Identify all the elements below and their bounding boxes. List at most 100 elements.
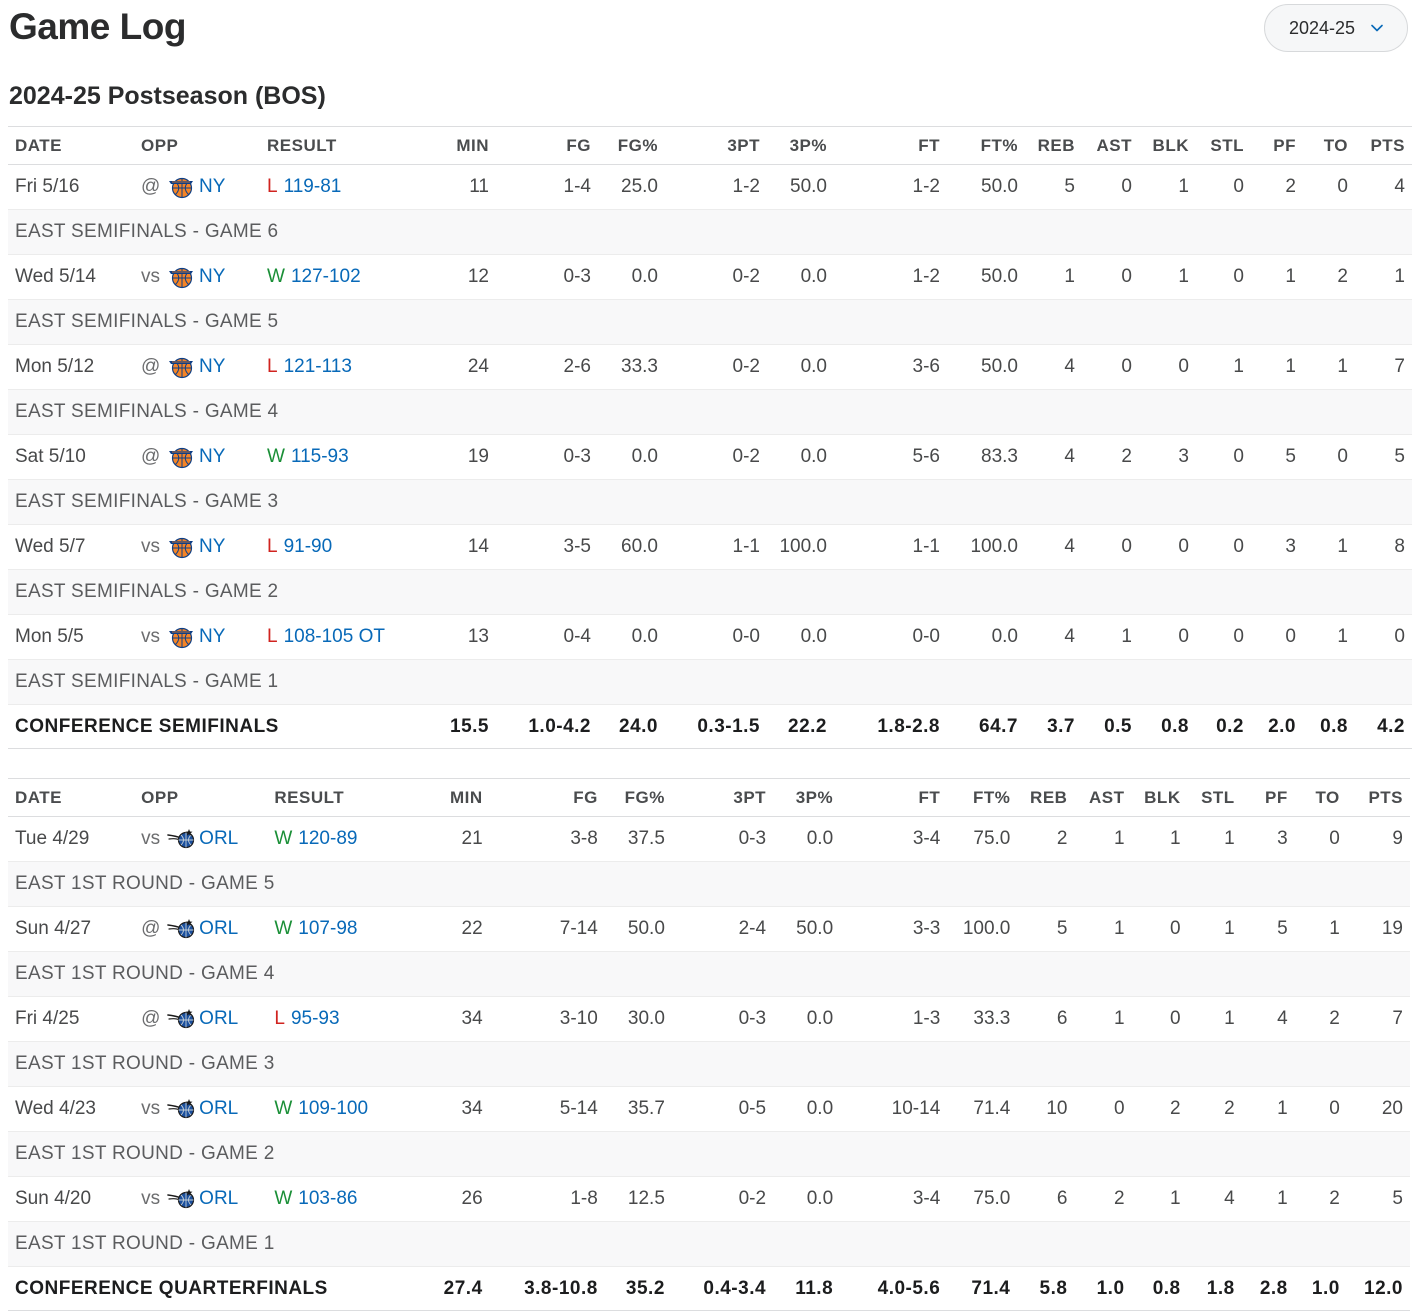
- stat-blk: 0: [1139, 524, 1196, 570]
- game-note: EAST 1ST ROUND - GAME 2: [8, 1131, 1410, 1177]
- stat-threep-pct: 0.0: [773, 816, 841, 862]
- opponent-link[interactable]: NY: [199, 536, 226, 558]
- stat-ft: 1-2: [834, 254, 947, 300]
- avg-ft: 1.8-2.8: [834, 704, 947, 749]
- knicks-logo-icon: [169, 627, 193, 649]
- column-header-3p-pct: 3P%: [773, 778, 841, 817]
- game-note: EAST SEMIFINALS - GAME 5: [8, 299, 1412, 345]
- stat-threep-pct: 0.0: [773, 996, 841, 1042]
- opponent-link[interactable]: ORL: [199, 828, 239, 850]
- stat-to: 0: [1294, 816, 1347, 862]
- stat-min: 12: [400, 254, 496, 300]
- game-note: EAST 1ST ROUND - GAME 3: [8, 1041, 1410, 1087]
- column-header-blk: BLK: [1131, 778, 1188, 817]
- game-score-link[interactable]: 119-81: [283, 176, 342, 197]
- avg-reb: 5.8: [1017, 1266, 1075, 1311]
- game-note: EAST SEMIFINALS - GAME 1: [8, 659, 1412, 705]
- stat-threep-pct: 100.0: [767, 524, 834, 570]
- stat-fg-pct: 0.0: [598, 254, 665, 300]
- stat-pf: 4: [1241, 996, 1295, 1042]
- game-note: EAST 1ST ROUND - GAME 5: [8, 861, 1410, 907]
- stat-ast: 1: [1074, 906, 1132, 952]
- game-score-link[interactable]: 107-98: [298, 918, 358, 939]
- venue-indicator: @: [141, 446, 161, 468]
- stat-fg-pct: 33.3: [598, 344, 665, 390]
- column-header-fg: FG: [489, 778, 605, 817]
- game-date: Wed 5/14: [8, 254, 134, 300]
- stat-fg: 3-10: [489, 996, 605, 1042]
- game-row: Mon 5/5 vs NY L 108-105 OT 13 0-4 0.0 0-0 0.0 0-0 0…: [8, 614, 1412, 660]
- game-score-link[interactable]: 121-113: [283, 356, 352, 377]
- opponent-link[interactable]: ORL: [199, 1188, 239, 1210]
- stat-min: 14: [400, 524, 496, 570]
- game-score-link[interactable]: 95-93: [290, 1008, 340, 1029]
- season-select[interactable]: 2024-25: [1264, 4, 1408, 52]
- game-score-link[interactable]: 127-102: [290, 266, 361, 287]
- stat-pf: 3: [1251, 524, 1303, 570]
- opponent-link[interactable]: ORL: [199, 1098, 239, 1120]
- stat-ft-pct: 75.0: [947, 1176, 1018, 1222]
- stat-pts: 7: [1346, 996, 1410, 1042]
- stat-min: 11: [400, 164, 496, 210]
- game-date: Sun 4/20: [8, 1176, 135, 1222]
- page-title: Game Log: [9, 6, 186, 47]
- opponent-link[interactable]: ORL: [199, 1008, 239, 1030]
- column-header-opp: OPP: [134, 778, 268, 817]
- game-row: Wed 5/14 vs NY W 127-102 12 0-3 0.0 0-2 0.0 1-2 50.…: [8, 254, 1412, 300]
- stat-ft-pct: 50.0: [947, 254, 1025, 300]
- stat-ast: 0: [1082, 164, 1139, 210]
- stat-fg-pct: 50.0: [604, 906, 672, 952]
- game-note-row: EAST SEMIFINALS - GAME 3: [8, 479, 1412, 525]
- game-note: EAST SEMIFINALS - GAME 3: [8, 479, 1412, 525]
- stat-ft-pct: 0.0: [947, 614, 1025, 660]
- stat-min: 24: [400, 344, 496, 390]
- avg-ft-pct: 64.7: [947, 704, 1025, 749]
- stat-threept: 0-2: [665, 434, 767, 480]
- game-score-link[interactable]: 108-105 OT: [283, 626, 385, 647]
- game-score-link[interactable]: 115-93: [290, 446, 349, 467]
- game-opponent: vs NY: [134, 524, 260, 570]
- opponent-link[interactable]: NY: [199, 176, 226, 198]
- game-opponent: @ NY: [134, 344, 260, 390]
- table-header-row: DATE OPP RESULT MIN FG FG% 3PT 3P% FT FT% REB AST BL…: [8, 778, 1410, 817]
- opponent-link[interactable]: NY: [199, 266, 226, 288]
- stat-ft: 3-4: [840, 816, 948, 862]
- venue-indicator: @: [141, 176, 161, 198]
- game-score-link[interactable]: 120-89: [298, 828, 358, 849]
- column-header-min: MIN: [400, 126, 496, 165]
- column-header-ft-pct: FT%: [947, 126, 1025, 165]
- game-score-link[interactable]: 103-86: [298, 1188, 358, 1209]
- opponent-link[interactable]: NY: [199, 626, 226, 648]
- column-header-stl: STL: [1187, 778, 1242, 817]
- stat-ft-pct: 100.0: [947, 906, 1018, 952]
- stat-pf: 2: [1251, 164, 1303, 210]
- stat-stl: 0: [1196, 254, 1251, 300]
- stat-pf: 5: [1251, 434, 1303, 480]
- stat-pf: 1: [1241, 1086, 1295, 1132]
- knicks-logo-icon: [169, 267, 193, 289]
- stat-threept: 1-2: [665, 164, 767, 210]
- opponent-link[interactable]: ORL: [199, 918, 239, 940]
- column-header-fg: FG: [496, 126, 598, 165]
- venue-indicator: @: [141, 356, 161, 378]
- game-score-link[interactable]: 109-100: [298, 1098, 369, 1119]
- stat-reb: 6: [1017, 1176, 1075, 1222]
- game-date: Mon 5/5: [8, 614, 134, 660]
- season-select-value: 2024-25: [1288, 17, 1356, 38]
- opponent-link[interactable]: NY: [199, 356, 226, 378]
- game-log-table-semifinals: DATE OPP RESULT MIN FG FG% 3PT 3P% FT FT% REB AST BL…: [8, 126, 1412, 749]
- column-header-min: MIN: [408, 778, 490, 817]
- stat-ast: 1: [1074, 996, 1132, 1042]
- column-header-pts: PTS: [1355, 126, 1412, 165]
- stat-reb: 4: [1025, 344, 1082, 390]
- stat-ast: 0: [1082, 344, 1139, 390]
- series-label: CONFERENCE SEMIFINALS: [8, 704, 400, 749]
- avg-ast: 1.0: [1074, 1266, 1132, 1311]
- stat-threept: 0-3: [671, 816, 774, 862]
- stat-ast: 0: [1082, 254, 1139, 300]
- game-date: Tue 4/29: [8, 816, 135, 862]
- game-score-link[interactable]: 91-90: [283, 536, 333, 557]
- column-header-stl: STL: [1196, 126, 1251, 165]
- opponent-link[interactable]: NY: [199, 446, 226, 468]
- game-note-row: EAST 1ST ROUND - GAME 3: [8, 1041, 1410, 1087]
